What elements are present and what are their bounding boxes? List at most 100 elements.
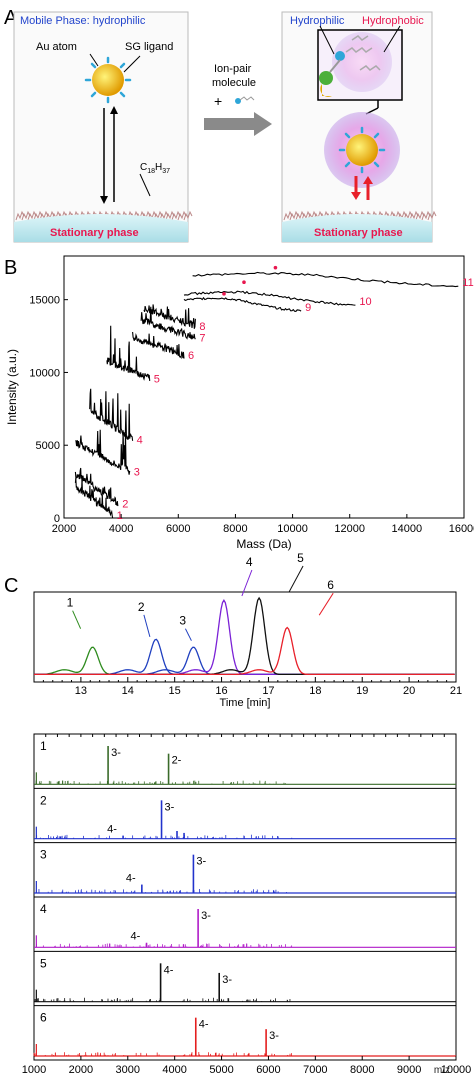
x-tick-label: 17	[262, 685, 274, 697]
stationary-phase-right	[282, 214, 432, 242]
x-tick-label: 18	[309, 685, 321, 697]
chrom-pointer-5	[288, 565, 304, 593]
c18-chain	[183, 210, 193, 221]
c18-chain	[159, 210, 169, 221]
x-tick-label: 2000	[69, 1064, 93, 1076]
charge-label: 3-	[222, 974, 232, 986]
c18-chain	[421, 210, 431, 221]
x-tick-label: 12000	[334, 523, 365, 535]
series-3-label: 3	[134, 466, 140, 478]
series-4-label: 4	[137, 434, 143, 446]
x-tick-label: 16	[215, 685, 227, 697]
ion-pair-molecule-icon	[235, 96, 255, 104]
series-11-label: 11	[462, 277, 473, 289]
panel-b-frame	[63, 255, 465, 519]
x-axis-label: Mass (Da)	[236, 537, 291, 551]
charge-label: 2-	[172, 755, 182, 767]
c18-chain	[21, 210, 31, 221]
c18-chain	[289, 210, 299, 221]
ion-pair-label-1: Ion-pair	[214, 63, 252, 75]
x-tick-label: 8000	[350, 1064, 374, 1076]
au-cluster-right	[338, 126, 386, 174]
x-tick-label: 9000	[397, 1064, 421, 1076]
x-tick-label: 10000	[277, 523, 308, 535]
panel-a: A Mobile Phase: hydrophilic Au atom SG l…	[4, 7, 437, 243]
series-9-label: 9	[305, 302, 311, 314]
x-axis-label: Time [min]	[220, 697, 271, 709]
x-tick-label: 6000	[256, 1064, 280, 1076]
plus-sign: +	[214, 93, 222, 109]
chrom-pointer-1	[72, 610, 82, 629]
ion-pair-zoom-icon	[319, 35, 381, 97]
series-7-label: 7	[199, 333, 205, 345]
charge-label: 4-	[126, 873, 136, 885]
x-tick-label: 20	[403, 685, 415, 697]
peak-marker	[242, 280, 246, 285]
x-tick-label: 19	[356, 685, 368, 697]
peak-marker	[273, 265, 278, 270]
series-1-label: 1	[117, 510, 123, 522]
series-6-line	[132, 331, 185, 360]
charge-label: 3-	[269, 1030, 279, 1042]
x-tick-label: 4000	[162, 1064, 186, 1076]
chrom-label-1: 1	[67, 596, 74, 610]
chrom-label-6: 6	[327, 578, 334, 592]
series-1-line	[74, 478, 114, 518]
x-tick-label: 8000	[223, 523, 247, 535]
c18-chain	[171, 210, 181, 221]
charge-label: 4-	[131, 931, 141, 943]
spectrum-4-label: 4	[40, 902, 47, 916]
x-tick-label: 10000	[441, 1064, 472, 1076]
y-tick-label: 10000	[29, 367, 60, 379]
chrom-pointer-3	[184, 628, 192, 641]
spectrum-6-label: 6	[40, 1011, 47, 1025]
mass-spectra-chart: 1 3- 2- 2 4- 3- 3 4- 3- 4 4- 3- 5 4- 3- 6 4- 3- 1000 2000 30…	[22, 733, 472, 1076]
chrom-label-5: 5	[297, 551, 304, 565]
x-tick-label: 7000	[303, 1064, 327, 1076]
charge-label: 4-	[199, 1019, 209, 1031]
au-atom-label: Au atom	[36, 41, 77, 53]
series-8-line	[143, 304, 196, 329]
mobile-phase-label: Mobile Phase: hydrophilic	[20, 15, 146, 27]
sg-pointer	[123, 55, 141, 73]
series-6-label: 6	[188, 350, 194, 362]
chrom-pointer-6	[318, 592, 334, 616]
chrom-peak-6	[34, 626, 455, 676]
series-5-label: 5	[154, 373, 160, 385]
c18-chain	[177, 210, 187, 221]
x-tick-label: 1000	[22, 1064, 46, 1076]
series-2-label: 2	[122, 498, 128, 510]
c18-chain	[295, 210, 305, 221]
panel-b-letter: B	[4, 257, 17, 279]
c18-chain	[415, 210, 425, 221]
process-arrow	[204, 112, 272, 136]
hydrophilic-label: Hydrophilic	[290, 15, 345, 27]
series-9-line	[183, 296, 302, 312]
series-3-line	[75, 429, 131, 475]
x-tick-label: 21	[450, 685, 462, 697]
spectrum-5-label: 5	[40, 956, 47, 970]
x-tick-label: 3000	[116, 1064, 140, 1076]
series-7-line	[140, 306, 196, 340]
series-11-line	[192, 271, 459, 288]
y-tick-label: 0	[54, 513, 60, 525]
stationary-phase-left	[14, 214, 188, 242]
charge-label: 3-	[201, 910, 211, 922]
series-10-label: 10	[359, 296, 371, 308]
charge-label: 3-	[165, 801, 175, 813]
charge-label: 4-	[164, 964, 174, 976]
x-tick-label: 2000	[52, 523, 76, 535]
x-tick-label: 14	[122, 685, 134, 697]
ion-pair-label-2: molecule	[212, 77, 256, 89]
y-axis-label: Intensity (a.u.)	[5, 349, 19, 425]
c18-label: C18H37	[140, 162, 170, 175]
sg-ligand-label: SG ligand	[125, 41, 173, 53]
x-tick-label: 6000	[166, 523, 190, 535]
charge-label: 3-	[111, 747, 121, 759]
y-tick-label: 5000	[36, 440, 60, 452]
peak-marker	[222, 292, 226, 296]
x-tick-label: 14000	[392, 523, 423, 535]
series-10-line	[183, 290, 356, 306]
